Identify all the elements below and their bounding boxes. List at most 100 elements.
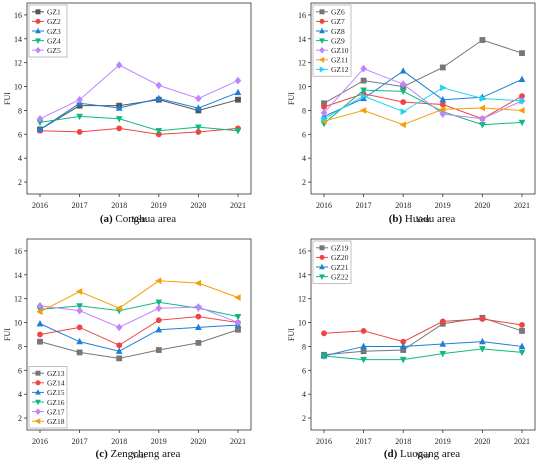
legend-marker — [319, 245, 325, 251]
series-line — [323, 93, 523, 120]
data-point — [518, 107, 525, 114]
caption-b-text: Huadu area — [404, 213, 456, 225]
caption-d-text: Luogang area — [400, 448, 461, 460]
series-line — [39, 115, 239, 132]
data-point — [360, 77, 367, 84]
data-point — [76, 349, 83, 356]
y-tick-label: 8 — [18, 342, 22, 351]
data-point — [479, 122, 486, 129]
legend-label: GZ15 — [47, 388, 65, 397]
legend-label: GZ1 — [47, 8, 61, 17]
data-point — [234, 318, 242, 327]
y-tick-label: 4 — [18, 390, 22, 399]
legend-marker — [35, 46, 41, 54]
y-tick-label: 6 — [18, 366, 22, 375]
caption-c-text: Zengcheng area — [110, 448, 181, 460]
legend-marker — [319, 254, 325, 260]
data-point — [116, 342, 123, 349]
data-point — [360, 87, 367, 94]
legend-label: GZ12 — [331, 65, 349, 74]
x-tick-label: 2021 — [514, 437, 530, 446]
data-point — [400, 108, 407, 115]
data-point — [116, 355, 123, 362]
y-tick-label: 12 — [14, 295, 22, 304]
caption-a-text: Conghua area — [115, 213, 177, 225]
y-tick-label: 8 — [18, 106, 22, 115]
series-gz1 — [37, 96, 241, 133]
x-tick-label: 2020 — [474, 201, 490, 210]
data-point — [155, 94, 163, 102]
series-line — [323, 68, 523, 120]
series-gz18 — [36, 277, 241, 316]
series-line — [39, 99, 239, 130]
y-tick-label: 6 — [302, 130, 306, 139]
data-point — [115, 104, 123, 111]
data-point — [36, 125, 44, 133]
y-tick-label: 16 — [14, 11, 22, 20]
legend-label: GZ6 — [331, 8, 345, 17]
y-tick-label: 8 — [302, 342, 306, 351]
series-line — [39, 127, 239, 135]
caption-a-tag: (a) — [99, 213, 113, 225]
series-gz11 — [320, 104, 525, 129]
y-tick-label: 12 — [298, 59, 306, 68]
data-point — [76, 113, 83, 121]
data-point — [519, 50, 525, 57]
caption-b-tag: (b) — [388, 213, 403, 225]
legend-marker — [319, 66, 326, 73]
legend-marker — [319, 274, 325, 280]
data-point — [479, 95, 487, 102]
y-tick-label: 4 — [18, 154, 22, 163]
legend-label: GZ9 — [331, 36, 345, 45]
series-line — [39, 92, 239, 130]
legend-marker — [35, 399, 41, 406]
data-point — [440, 84, 447, 92]
series-line — [323, 70, 523, 117]
x-tick-label: 2020 — [190, 201, 206, 210]
y-axis-label: FUI — [3, 92, 12, 105]
data-point — [439, 105, 446, 113]
x-tick-label: 2018 — [111, 437, 127, 446]
data-point — [360, 328, 367, 334]
data-point — [399, 80, 407, 89]
legend-label: GZ22 — [331, 272, 349, 281]
data-point — [518, 342, 526, 350]
y-tick-label: 2 — [302, 178, 306, 187]
data-point — [155, 277, 162, 285]
data-point — [359, 107, 367, 114]
series-line — [323, 348, 523, 361]
legend-marker — [319, 18, 325, 24]
legend-label: GZ4 — [47, 36, 61, 45]
legend-marker — [319, 9, 325, 15]
legend-marker — [34, 418, 41, 425]
y-tick-label: 10 — [298, 319, 306, 328]
data-point — [115, 347, 123, 354]
y-tick-label: 4 — [302, 390, 306, 399]
series-line — [323, 39, 523, 104]
series-gz16 — [36, 299, 242, 321]
x-tick-label: 2019 — [151, 437, 167, 446]
data-point — [519, 322, 525, 328]
data-point — [360, 342, 367, 350]
x-tick-label: 2016 — [316, 437, 332, 446]
data-point — [115, 304, 122, 312]
x-tick-label: 2020 — [190, 437, 206, 446]
data-point — [195, 313, 202, 320]
series-line — [323, 341, 523, 357]
caption-c-tag: (c) — [95, 448, 108, 460]
legend-label: GZ17 — [47, 407, 65, 416]
data-point — [399, 356, 407, 364]
legend-label: GZ5 — [47, 46, 61, 55]
legend-label: GZ10 — [331, 46, 349, 55]
y-tick-label: 14 — [14, 271, 22, 280]
y-tick-label: 14 — [14, 35, 22, 44]
x-tick-label: 2019 — [151, 201, 167, 210]
chart-panel-4: 2 4 6 8 10 12 14 16 2016 2017 2018 2019 2020 2021 Year… — [287, 238, 536, 460]
legend-marker — [318, 56, 325, 63]
y-tick-label: 16 — [298, 11, 306, 20]
data-point — [234, 313, 242, 321]
x-tick-label: 2021 — [230, 201, 246, 210]
data-point — [195, 339, 202, 346]
data-point — [234, 76, 242, 85]
